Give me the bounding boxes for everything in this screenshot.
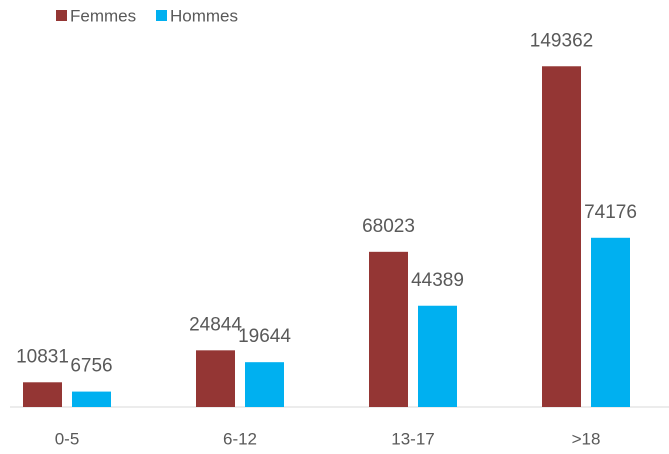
legend-label: Femmes [70,6,136,25]
bar [591,237,630,407]
bar [418,305,457,407]
bar [369,251,408,407]
data-label: 149362 [530,30,593,51]
legend-swatch [56,10,67,21]
bar [72,391,111,407]
data-label: 74176 [584,202,637,223]
legend-swatch [156,10,167,21]
bar [542,66,581,407]
data-label: 44389 [411,270,464,291]
legend-label: Hommes [170,6,238,25]
data-label: 24844 [189,314,242,335]
bar [23,382,62,407]
x-tick-label: 13-17 [391,429,434,448]
data-label: 6756 [70,356,112,377]
x-tick-label: 6-12 [223,429,257,448]
x-tick-label: >18 [572,429,601,448]
bar [196,350,235,407]
data-label: 19644 [238,326,291,347]
bar [245,362,284,407]
data-label: 68023 [362,216,415,237]
data-label: 10831 [16,346,69,367]
x-tick-label: 0-5 [55,429,80,448]
